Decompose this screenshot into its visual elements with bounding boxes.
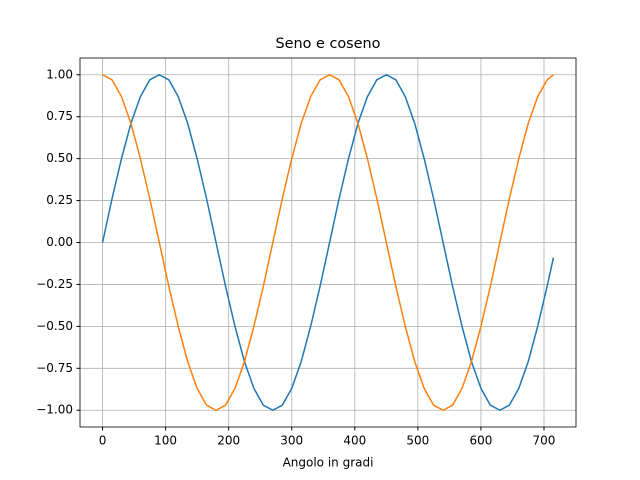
y-tick-label: −0.25	[36, 277, 73, 291]
x-tick-label: 500	[406, 434, 429, 448]
x-tick-label: 200	[217, 434, 240, 448]
x-tick-label: 300	[280, 434, 303, 448]
y-tick-label: 0.50	[46, 151, 73, 165]
y-tick-label: 0.75	[46, 109, 73, 123]
x-axis-label: Angolo in gradi	[283, 456, 374, 470]
line-series	[101, 74, 555, 411]
chart-title: Seno e coseno	[276, 36, 381, 52]
y-tick-label: 0.25	[46, 193, 73, 207]
y-tick-label: −1.00	[36, 403, 73, 417]
x-tick-label: 0	[99, 434, 107, 448]
x-tick-label: 400	[343, 434, 366, 448]
x-tick-label: 700	[533, 434, 556, 448]
y-tick-label: 0.00	[46, 235, 73, 249]
y-tick-label: −0.75	[36, 361, 73, 375]
plot-frame	[79, 57, 577, 428]
x-tick-label: 100	[154, 434, 177, 448]
y-tick-label: 1.00	[46, 67, 73, 81]
y-tick-label: −0.50	[36, 319, 73, 333]
x-tick-label: 600	[469, 434, 492, 448]
line-series	[102, 74, 554, 411]
